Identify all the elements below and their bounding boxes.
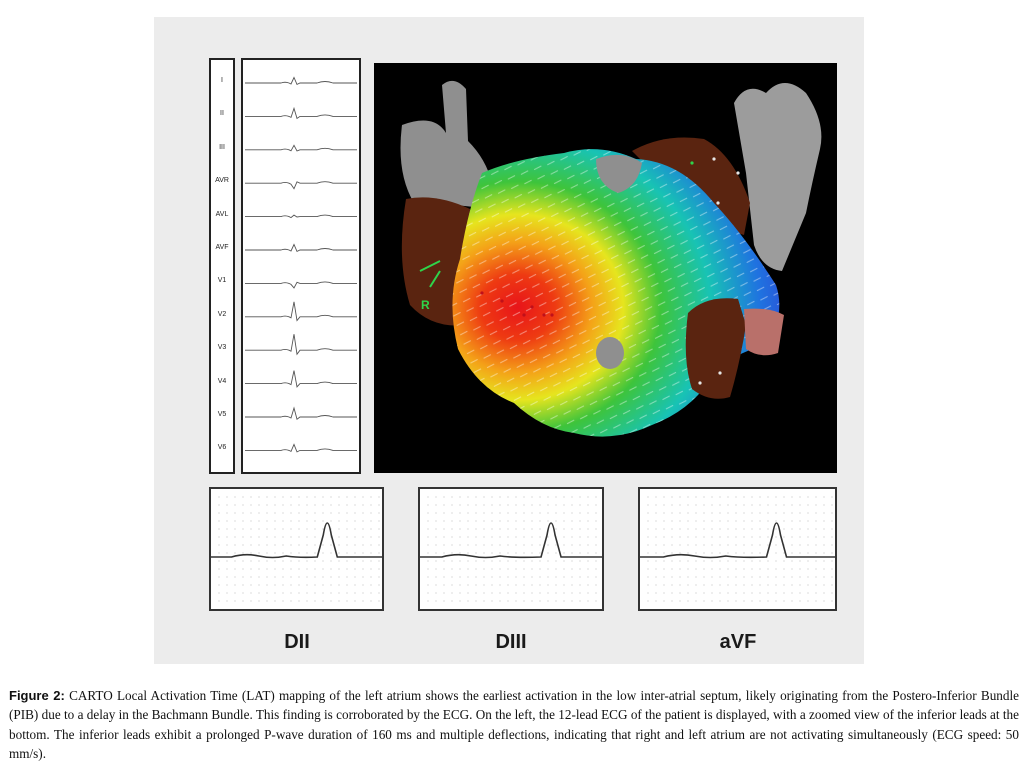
lead-label-avl: AVL (215, 210, 229, 218)
marker-label: R (421, 298, 430, 312)
left-atrium-activation-map: R (400, 80, 822, 437)
twelve-lead-ecg (241, 58, 361, 474)
lead-label-ii: II (220, 110, 224, 118)
lead-label-v2: V2 (217, 310, 227, 318)
lead-label-v3: V3 (217, 344, 227, 352)
zoom-trace-avf (640, 496, 835, 602)
zoom-lead-dii (209, 487, 384, 611)
lead-label-column: I II III AVR AVL AVF V1 V2 V3 V4 V5 V6 (209, 58, 235, 474)
ecg-trace-v2 (245, 301, 357, 322)
zoom-p-wave-trace (640, 522, 835, 559)
lead-label-v6: V6 (217, 444, 227, 452)
lead-label-v1: V1 (217, 277, 227, 285)
marker-line-2 (429, 270, 441, 288)
lead-label-avf: AVF (215, 244, 229, 251)
ecg-trace-iii (245, 144, 357, 152)
ecg-trace-v6 (245, 443, 357, 453)
zoom-lead-avf (638, 487, 837, 611)
zoom-trace-dii (211, 496, 382, 602)
zoom-lead-diii (418, 487, 604, 611)
ecg-trace-avl (245, 214, 357, 219)
zoom-label-avf: aVF (719, 631, 757, 653)
lead-label-v5: V5 (217, 411, 227, 418)
lead-label-v4: V4 (217, 377, 227, 385)
zoom-p-wave-trace (420, 522, 602, 559)
ecg-trace-i (245, 76, 357, 85)
ecg-trace-avf (245, 243, 357, 252)
low-voltage-region-right (685, 298, 746, 399)
lead-label-i: I (221, 77, 223, 84)
ecg-trace-v5 (245, 406, 357, 421)
zoom-p-wave-trace (211, 522, 382, 559)
zoom-trace-diii (420, 496, 602, 602)
ecg-trace-ii (245, 106, 357, 120)
figure-caption: Figure 2: CARTO Local Activation Time (L… (9, 686, 1019, 763)
ecg-trace-avr (245, 181, 357, 190)
caption-label: Figure 2: (9, 688, 65, 703)
zoom-label-dii: DII (284, 631, 310, 653)
grey-patch-top (596, 154, 642, 193)
pulmonary-vein-left (400, 80, 492, 208)
pulmonary-vein-right (734, 83, 822, 271)
caption-text: CARTO Local Activation Time (LAT) mappin… (9, 688, 1019, 761)
lead-label-iii: III (219, 143, 225, 151)
carto-lat-map: R (374, 63, 837, 473)
mitral-annulus (744, 308, 784, 356)
ecg-trace-v1 (245, 281, 357, 289)
zoom-label-diii: DIII (495, 631, 527, 653)
ecg-trace-v4 (245, 370, 357, 388)
lead-label-avr: AVR (215, 177, 229, 185)
twelve-lead-traces (245, 76, 357, 453)
marker-line (419, 260, 441, 272)
ecg-trace-v3 (245, 334, 357, 356)
grey-patch-bottom (596, 337, 624, 369)
low-voltage-region-left (401, 197, 470, 326)
